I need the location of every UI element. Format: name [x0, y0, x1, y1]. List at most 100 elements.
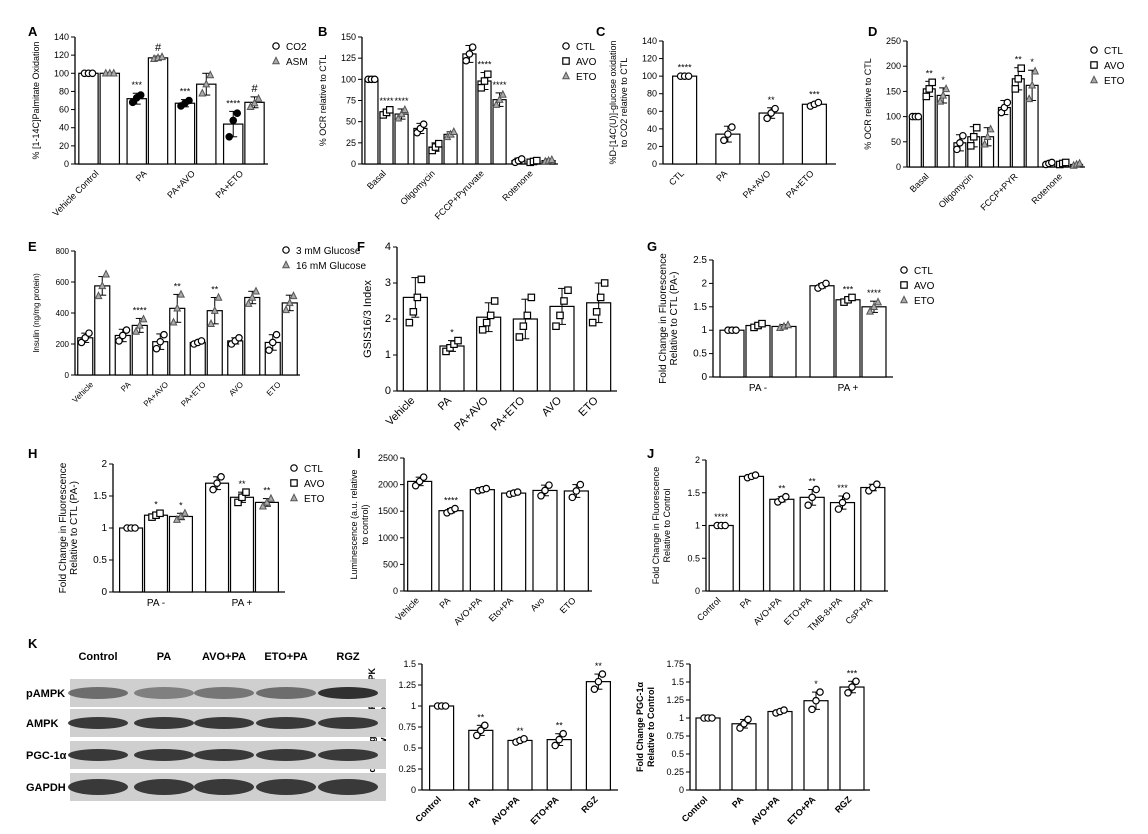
bar	[99, 72, 121, 165]
bar	[407, 480, 433, 592]
data-point	[250, 98, 259, 107]
significance-label: **	[556, 721, 564, 731]
data-point	[131, 524, 139, 532]
bar	[801, 103, 827, 165]
legend-marker	[290, 479, 298, 487]
data-point	[477, 83, 486, 92]
data-point	[532, 156, 541, 165]
data-point	[160, 330, 168, 339]
legend-label: ETO	[576, 72, 597, 83]
data-point	[214, 292, 223, 301]
data-point	[763, 114, 771, 123]
x-tick-label: PA	[436, 394, 455, 413]
y-tick-label: 0.5	[693, 349, 707, 360]
y-tick-label: 0.5	[403, 743, 416, 753]
data-point	[480, 721, 489, 730]
data-point	[281, 305, 291, 314]
blot-row-label: GAPDH	[26, 782, 66, 794]
y-tick-label: 50	[346, 117, 356, 127]
data-point	[419, 120, 428, 129]
data-point	[238, 493, 246, 502]
bar	[719, 329, 745, 378]
significance-label: #	[251, 83, 258, 95]
bar	[244, 101, 265, 165]
blot-lane-label: ETO+PA	[264, 651, 307, 663]
significance-label: ***	[843, 284, 854, 294]
x-tick-label: CTL	[667, 168, 686, 187]
blot-band	[318, 779, 378, 795]
data-point	[210, 305, 219, 314]
x-tick-label: Vehicle	[384, 395, 418, 429]
significance-label: *	[179, 500, 183, 510]
x-tick-label: ETO+PA	[528, 794, 560, 826]
data-point	[986, 124, 995, 133]
data-point	[385, 106, 394, 114]
significance-label: *	[154, 500, 158, 510]
legend-label: ETO	[914, 296, 935, 307]
legend-label: CTL	[914, 266, 933, 277]
legend-marker	[272, 42, 280, 50]
data-point	[265, 346, 273, 355]
data-point	[94, 291, 103, 300]
data-point	[156, 509, 164, 518]
y-axis-label: % OCR relative to CTL	[318, 55, 328, 147]
data-point	[480, 77, 489, 85]
legend-marker	[290, 464, 298, 472]
western-blot: Control PA AVO+PA ETO+PA RGZ pAMPK AMPK PGC-1α G…	[26, 651, 386, 801]
blot-band	[194, 717, 254, 729]
data-point	[266, 493, 275, 502]
blot-row-label: AMPK	[26, 718, 58, 730]
data-point	[1031, 66, 1040, 75]
y-tick-label: 60	[647, 106, 657, 116]
data-point	[959, 131, 967, 140]
data-point	[1075, 158, 1084, 167]
x-tick-label: PA -	[147, 598, 165, 609]
y-tick-label: 80	[59, 86, 69, 96]
x-tick-label: ETO+PA	[785, 794, 817, 826]
chart-panel-f: 0 1 2 3 4 GSIS16/3 Index Vehicle PAPA+AVOPA+ETO…	[362, 241, 617, 433]
bar	[731, 723, 757, 791]
x-tick-label: PA+ETO	[489, 394, 528, 433]
y-tick-label: 125	[341, 53, 356, 63]
y-tick-label: 50	[891, 137, 901, 147]
data-point	[206, 319, 216, 328]
data-point	[202, 79, 211, 88]
blot-band	[68, 749, 128, 761]
data-point	[848, 683, 856, 691]
bar	[477, 80, 492, 165]
y-tick-label: 75	[346, 96, 356, 106]
x-tick-label: AVO+PA	[489, 794, 522, 827]
legend-marker	[1089, 75, 1099, 84]
legend-marker	[271, 56, 281, 65]
x-tick-label: ETO	[265, 380, 283, 398]
data-point	[118, 331, 127, 340]
significance-label: ***	[180, 87, 191, 97]
x-tick-label: FCCP+Pyruvate	[433, 168, 486, 221]
data-point	[472, 731, 481, 740]
data-point	[449, 127, 458, 136]
significance-label: **	[778, 484, 786, 494]
data-point	[812, 696, 820, 705]
data-point	[234, 498, 242, 507]
bar	[695, 717, 721, 791]
bar	[803, 700, 829, 791]
y-axis-label: Fold Change in Fluorescence	[58, 462, 69, 593]
data-point	[708, 714, 716, 722]
bar	[758, 112, 784, 165]
legend-marker	[289, 493, 299, 502]
bar	[205, 482, 230, 593]
chart-panel-d: 0 50 100 150 200 250 % OCR relative to CTL Basa…	[863, 36, 1125, 213]
significance-label: **	[238, 479, 246, 489]
y-tick-label: 3	[385, 277, 391, 289]
legend-marker	[562, 57, 570, 65]
chart-panel-i: 0 500 1000 1500 2000 2500 Luminescence (a.u. r…	[349, 453, 592, 627]
data-point	[588, 318, 597, 327]
significance-label: **	[1015, 55, 1023, 65]
bar	[745, 324, 771, 378]
x-tick-label: PA+AVO	[142, 380, 170, 408]
bar	[118, 527, 144, 593]
data-point	[515, 333, 524, 341]
significance-label: ****	[714, 512, 729, 522]
data-point	[251, 286, 261, 295]
